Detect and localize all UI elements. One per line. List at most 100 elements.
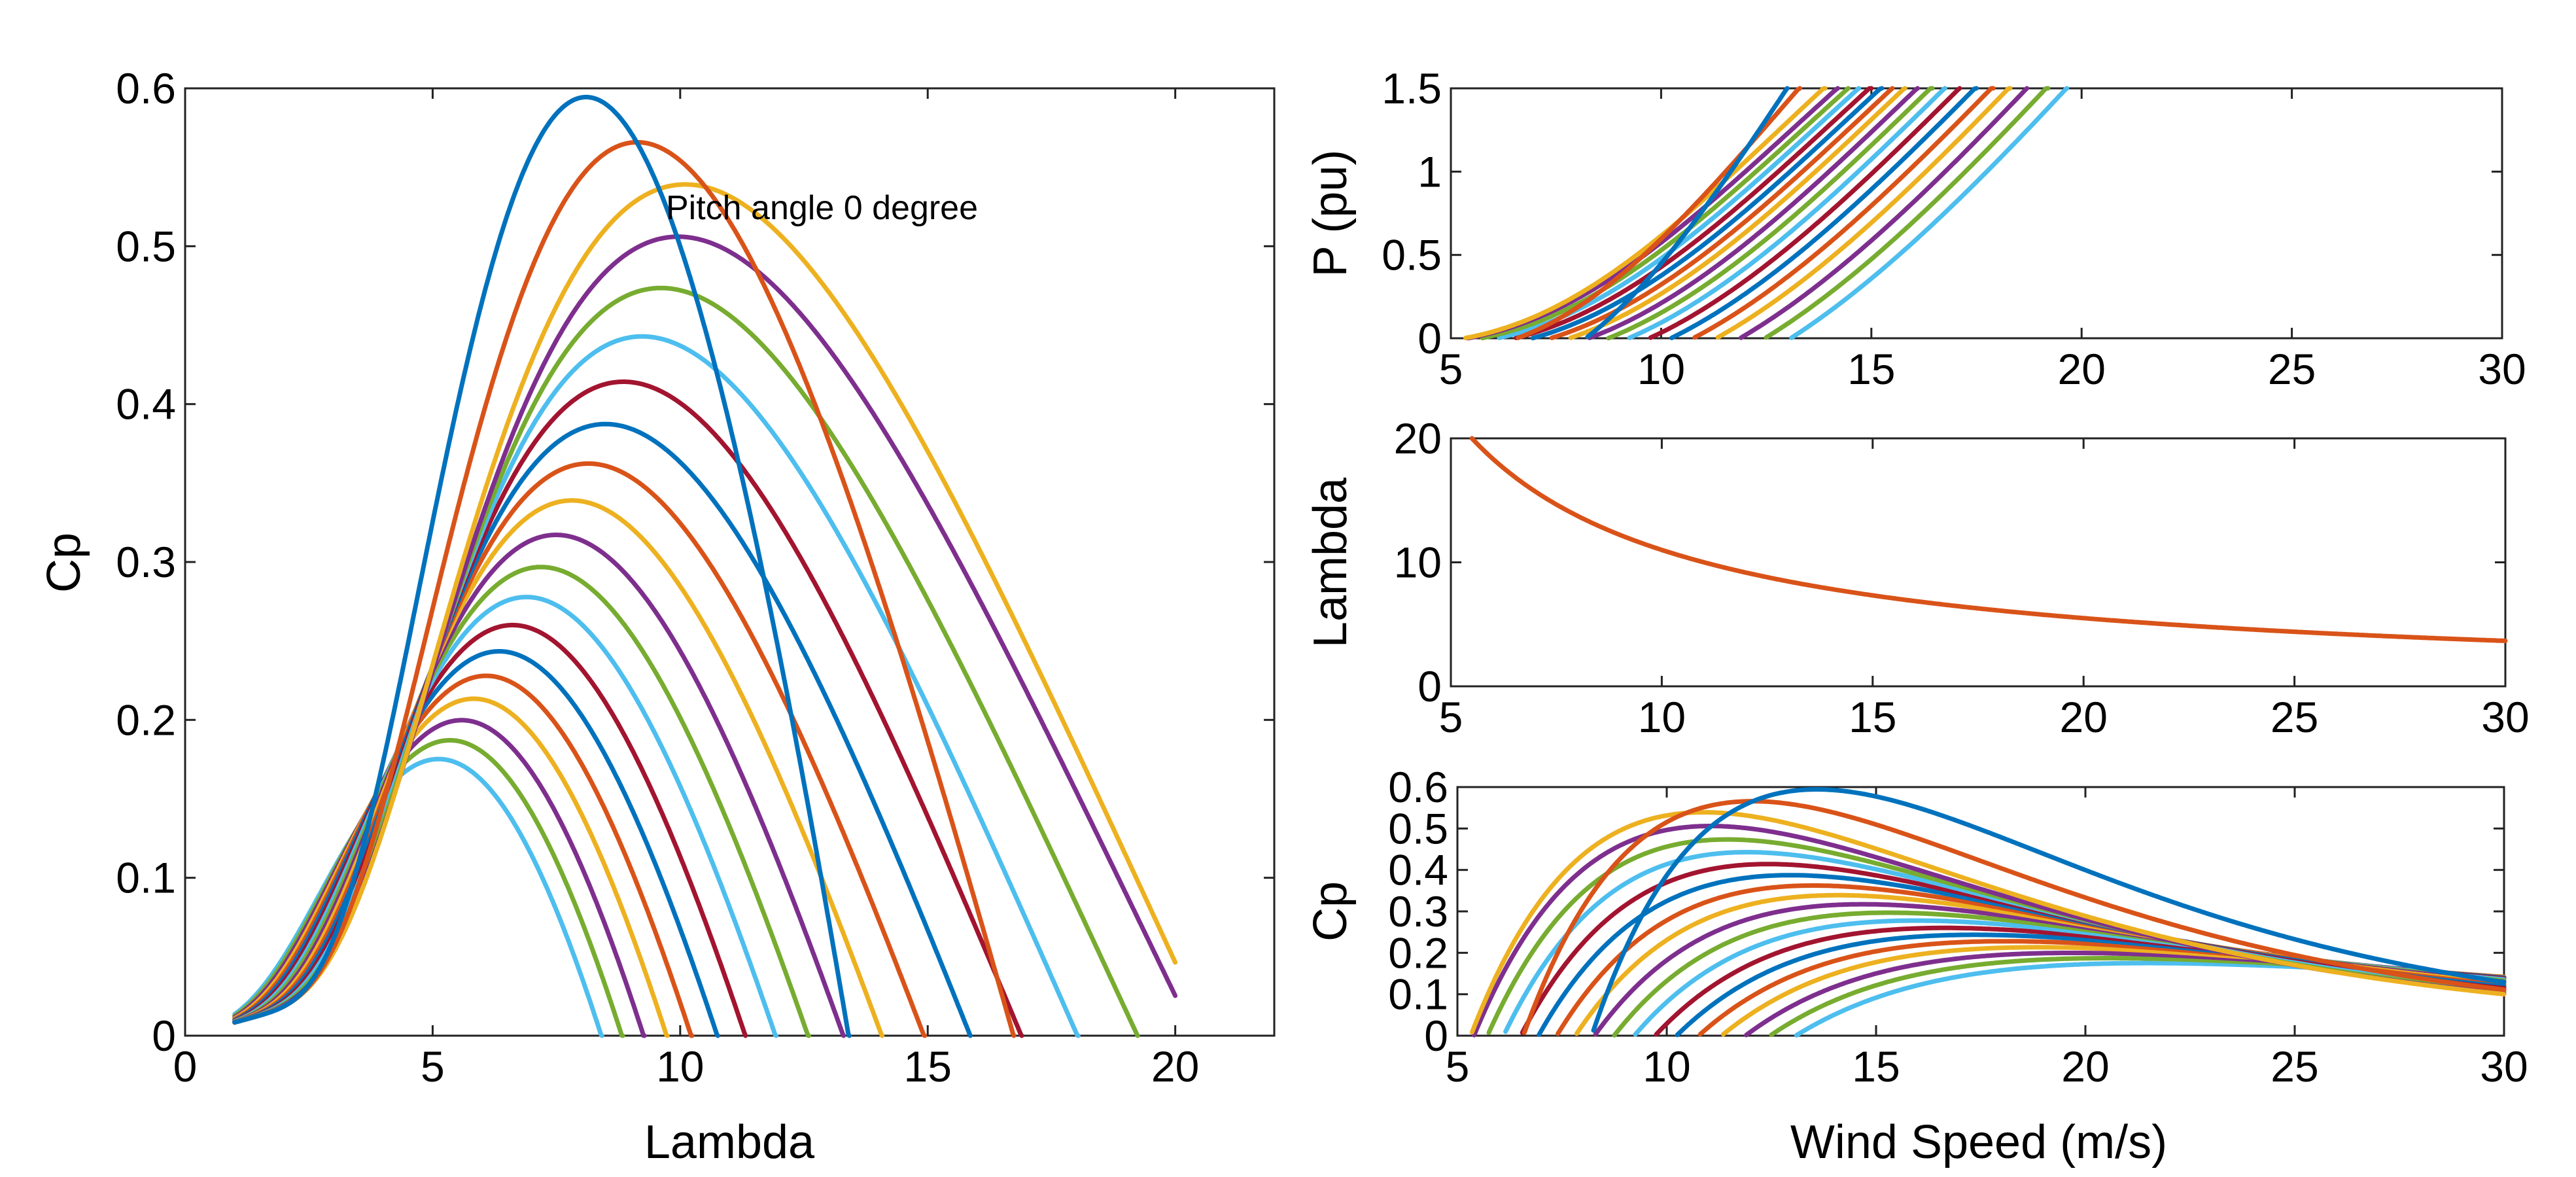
ytick-label: 0.6 (1388, 763, 1448, 811)
ytick-label: 0 (152, 1011, 176, 1060)
ytick-label: 0.4 (1388, 846, 1448, 894)
xtick-label: 30 (2478, 345, 2526, 393)
power-wind-ticks: 5 10 15 20 25 30 0 0.5 1 1.5 (1382, 64, 2526, 393)
xtick-label: 0 (173, 1042, 198, 1091)
ytick-label: 0 (1418, 662, 1442, 711)
ytick-label: 0.2 (1388, 928, 1448, 977)
power-wind-curve-pitch-0 (1585, 86, 1790, 340)
xtick-label: 20 (2061, 1042, 2109, 1091)
lambda-wind-ticks: 5 10 15 20 25 30 0 10 20 (1394, 414, 2530, 741)
cp-lambda-ylabel: Cp (38, 533, 90, 593)
cp-lambda-ticks: 0 5 10 15 20 0 0.1 0.2 0.3 0.4 0.5 0.6 (116, 64, 1274, 1091)
power-wind-curves (1463, 86, 2070, 341)
xtick-label: 25 (2268, 345, 2316, 393)
xtick-label: 5 (1439, 693, 1463, 741)
cp-lambda-curve-pitch-2 (232, 182, 1178, 1025)
cp-lambda-axes: 0 5 10 15 20 0 0.1 0.2 0.3 0.4 0.5 0.6 Pitch angle … (38, 64, 1276, 1168)
ytick-label: 0.1 (1388, 970, 1448, 1019)
lambda-wind-axes: 5 10 15 20 25 30 0 10 20 Lambda (1304, 414, 2530, 741)
xtick-label: 10 (1637, 345, 1685, 393)
power-wind-curve-pitch-14 (1669, 86, 1979, 340)
lambda-wind-curve (1469, 436, 2508, 643)
ytick-label: 0.1 (116, 854, 176, 902)
ytick-label: 0.5 (1382, 231, 1442, 279)
xtick-label: 15 (1852, 1042, 1900, 1091)
power-wind-curve-pitch-15 (1692, 86, 1996, 340)
lambda-wind-frame (1450, 437, 2507, 688)
xtick-label: 20 (1151, 1042, 1199, 1091)
cp-lambda-curve-pitch-0 (232, 94, 852, 1038)
cp-lambda-curve-pitch-13 (232, 622, 748, 1038)
cp-wind-ticks: 5 10 15 20 25 30 00.10.20.30.40.50.6 (1388, 763, 2528, 1091)
ytick-label: 0.3 (116, 538, 176, 586)
cp-lambda-curve-pitch-11 (232, 565, 812, 1038)
cp-lambda-curve-pitch-14 (232, 649, 720, 1038)
cp-lambda-curve-pitch-10 (232, 533, 846, 1038)
cp-lambda-curve-pitch-6 (232, 379, 1024, 1038)
power-wind-curve-pitch-8 (1549, 86, 1895, 340)
cp-wind-curve-pitch-0 (1591, 787, 2507, 1033)
ytick-label: 0.3 (1388, 887, 1448, 936)
power-wind-curve-pitch-16 (1715, 86, 2013, 340)
power-wind-curve-pitch-6 (1514, 86, 1874, 340)
power-wind-axes: 5 10 15 20 25 30 0 0.5 1 1.5 P (pu) (1304, 64, 2526, 393)
ytick-label: 1 (1418, 147, 1442, 196)
power-wind-curve-pitch-13 (1648, 86, 1962, 340)
cp-wind-ylabel: Cp (1304, 881, 1357, 941)
xtick-label: 15 (1849, 693, 1896, 741)
xtick-label: 15 (904, 1042, 952, 1091)
power-wind-curve-pitch-7 (1530, 86, 1885, 341)
power-wind-curve-pitch-17 (1739, 86, 2030, 340)
cp-lambda-curves (232, 94, 1178, 1038)
cp-wind-curve-pitch-2 (1469, 810, 2507, 1035)
xtick-label: 20 (2057, 345, 2105, 393)
ytick-label: 0 (1424, 1011, 1448, 1060)
ytick-label: 10 (1394, 538, 1442, 587)
pitch-angle-annotation: Pitch angle 0 degree (666, 189, 978, 227)
xtick-label: 25 (2271, 1042, 2318, 1091)
power-wind-curve-pitch-2 (1463, 86, 1828, 341)
xtick-label: 5 (1439, 345, 1463, 393)
cp-lambda-curve-pitch-17 (232, 718, 647, 1038)
power-wind-ylabel: P (pu) (1304, 150, 1357, 277)
power-wind-curve-pitch-9 (1568, 86, 1907, 340)
ytick-label: 0.5 (1388, 804, 1448, 852)
xtick-label: 15 (1847, 345, 1895, 393)
power-wind-curve-pitch-11 (1606, 86, 1935, 341)
power-wind-curve-pitch-19 (1789, 86, 2070, 340)
xtick-label: 10 (656, 1042, 704, 1091)
cp-lambda-curve-pitch-7 (232, 421, 973, 1038)
cp-lambda-curve-pitch-9 (232, 498, 885, 1038)
ytick-label: 1.5 (1382, 64, 1442, 113)
ytick-label: 0 (1418, 314, 1442, 362)
cp-wind-axes: 5 10 15 20 25 30 00.10.20.30.40.50.6 Wind Spee… (1304, 763, 2528, 1168)
cp-wind-curves (1469, 787, 2507, 1038)
cp-lambda-curve-pitch-1 (232, 139, 1017, 1038)
xtick-label: 20 (2059, 693, 2107, 741)
ytick-label: 0.5 (116, 222, 176, 270)
cp-lambda-curve-pitch-15 (232, 673, 695, 1038)
xtick-label: 10 (1643, 1042, 1690, 1091)
cp-lambda-curve-pitch-8 (232, 461, 928, 1038)
lambda-wind-ylabel: Lambda (1304, 477, 1357, 648)
xtick-label: 5 (1446, 1042, 1470, 1091)
lambda-wind-curves (1469, 436, 2508, 643)
power-wind-curve-pitch-12 (1627, 86, 1947, 340)
xtick-label: 5 (421, 1042, 445, 1091)
xtick-label: 30 (2480, 1042, 2528, 1091)
cp-wind-xlabel: Wind Speed (m/s) (1790, 1116, 2167, 1168)
power-wind-curve-pitch-4 (1480, 86, 1851, 341)
power-wind-curve-pitch-10 (1587, 86, 1920, 340)
cp-lambda-xlabel: Lambda (644, 1116, 815, 1168)
cp-lambda-curve-pitch-12 (232, 595, 779, 1038)
ytick-label: 0.4 (116, 380, 176, 429)
xtick-label: 30 (2481, 693, 2529, 741)
xtick-label: 25 (2271, 693, 2318, 741)
cp-wind-curve-pitch-1 (1522, 799, 2507, 1035)
ytick-label: 20 (1394, 414, 1442, 463)
xtick-label: 10 (1638, 693, 1686, 741)
ytick-label: 0.6 (116, 64, 176, 113)
ytick-label: 0.2 (116, 695, 176, 744)
power-wind-curve-pitch-18 (1764, 86, 2051, 340)
